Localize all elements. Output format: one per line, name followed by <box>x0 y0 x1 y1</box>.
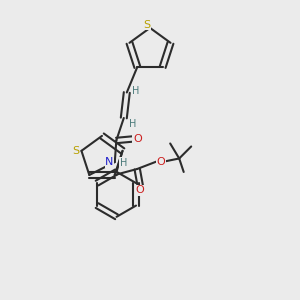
Text: S: S <box>143 20 151 30</box>
Text: H: H <box>132 86 140 96</box>
Text: O: O <box>133 134 142 144</box>
Text: N: N <box>105 157 114 167</box>
Text: H: H <box>128 119 136 129</box>
Text: H: H <box>119 158 127 168</box>
Text: S: S <box>73 146 80 156</box>
Text: O: O <box>136 185 144 195</box>
Text: O: O <box>156 158 165 167</box>
